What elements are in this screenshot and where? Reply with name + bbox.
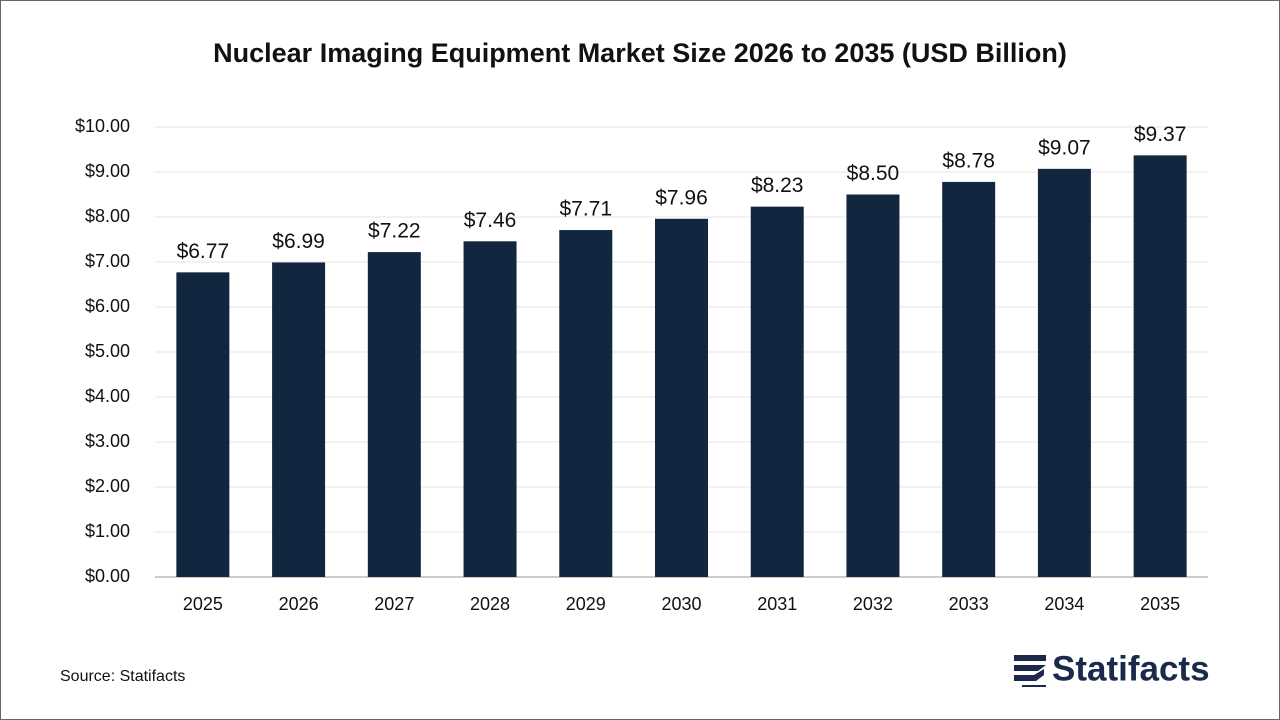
- value-label: $6.99: [272, 230, 325, 253]
- value-label: $6.77: [177, 240, 230, 263]
- bar: [846, 194, 900, 577]
- value-label: $7.46: [464, 209, 517, 232]
- bar: [272, 262, 326, 577]
- bar: [1037, 168, 1091, 577]
- value-label: $9.37: [1134, 123, 1187, 146]
- x-tick-label: 2032: [853, 594, 893, 614]
- x-tick-label: 2025: [183, 594, 223, 614]
- value-label: $8.50: [847, 162, 900, 185]
- x-tick-label: 2029: [566, 594, 606, 614]
- y-tick-label: $2.00: [85, 476, 130, 496]
- bar: [176, 272, 230, 577]
- x-tick-label: 2030: [661, 594, 701, 614]
- y-tick-label: $3.00: [85, 431, 130, 451]
- y-tick-label: $8.00: [85, 206, 130, 226]
- y-tick-label: $5.00: [85, 341, 130, 361]
- logo-icon: [1014, 655, 1046, 687]
- y-tick-label: $9.00: [85, 161, 130, 181]
- x-tick-label: 2027: [374, 594, 414, 614]
- x-tick-label: 2033: [949, 594, 989, 614]
- bar: [559, 230, 613, 578]
- value-label: $8.78: [942, 149, 995, 172]
- y-tick-label: $4.00: [85, 386, 130, 406]
- chart-title: Nuclear Imaging Equipment Market Size 20…: [213, 38, 1067, 68]
- y-tick-label: $7.00: [85, 251, 130, 271]
- y-tick-label: $10.00: [75, 116, 130, 136]
- y-tick-label: $6.00: [85, 296, 130, 316]
- x-tick-label: 2035: [1140, 594, 1180, 614]
- bar: [463, 241, 517, 578]
- value-label: $7.22: [368, 220, 421, 243]
- bar: [367, 252, 421, 577]
- bar: [655, 218, 708, 578]
- bar: [750, 206, 804, 577]
- bar: [1133, 155, 1187, 577]
- value-label: $7.71: [559, 198, 612, 221]
- y-tick-label: $1.00: [85, 521, 130, 541]
- value-label: $9.07: [1038, 136, 1091, 159]
- source: Source: Statifacts: [60, 668, 185, 685]
- y-tick-label: $0.00: [85, 566, 130, 586]
- bar: [942, 181, 996, 577]
- logo-text: Statifacts: [1052, 649, 1210, 688]
- value-label: $8.23: [751, 174, 804, 197]
- x-tick-label: 2031: [757, 594, 797, 614]
- x-tick-label: 2034: [1044, 594, 1084, 614]
- x-tick-label: 2026: [279, 594, 319, 614]
- value-label: $7.96: [655, 186, 708, 209]
- x-tick-label: 2028: [470, 594, 510, 614]
